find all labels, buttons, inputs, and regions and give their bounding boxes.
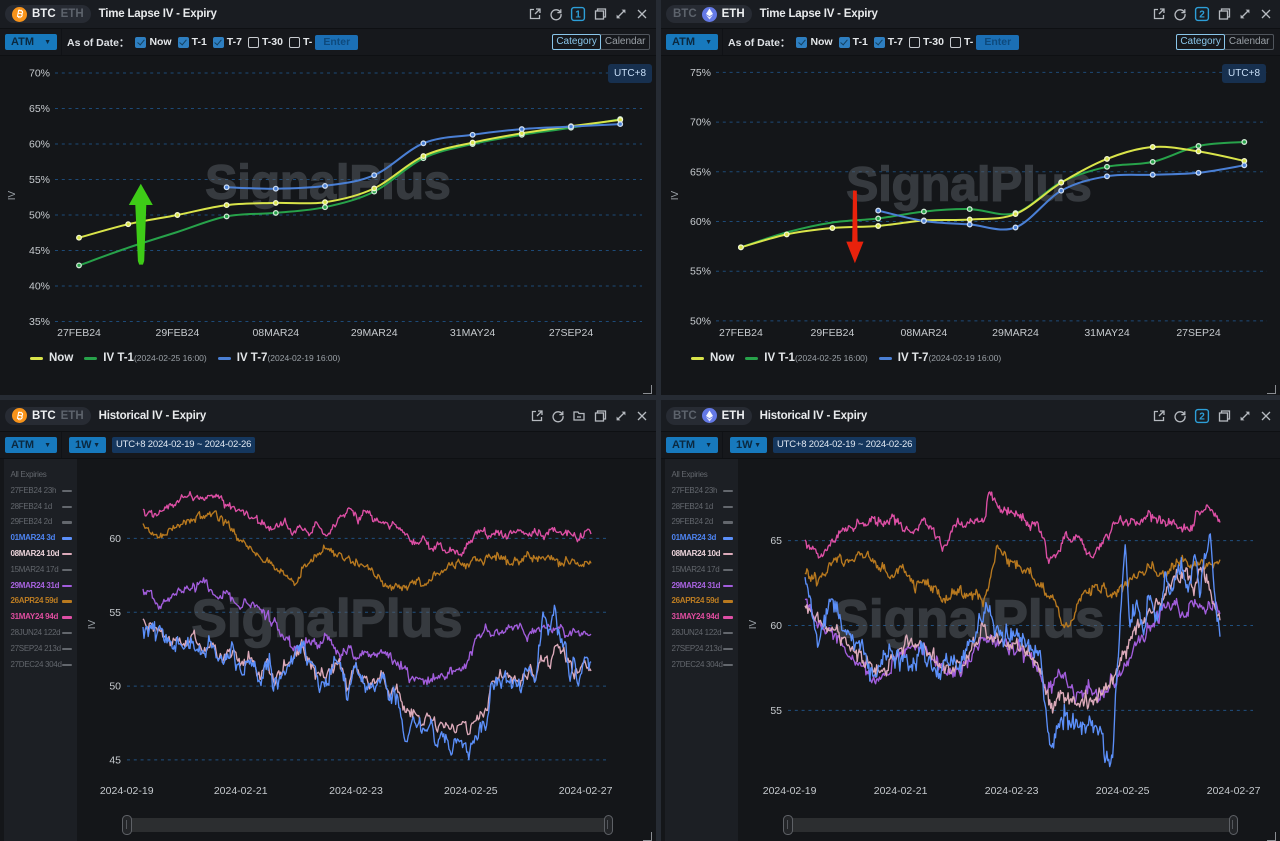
svg-text:55: 55 bbox=[770, 705, 782, 717]
svg-text:60: 60 bbox=[109, 533, 121, 545]
svg-text:70%: 70% bbox=[29, 68, 50, 80]
svg-text:60%: 60% bbox=[690, 216, 711, 228]
svg-text:65: 65 bbox=[770, 535, 782, 547]
svg-text:08MAR24: 08MAR24 bbox=[252, 327, 299, 339]
svg-text:27FEB24: 27FEB24 bbox=[719, 327, 763, 339]
svg-text:27SEP24: 27SEP24 bbox=[549, 327, 594, 339]
svg-text:65%: 65% bbox=[29, 103, 50, 115]
svg-text:2024-02-25: 2024-02-25 bbox=[444, 785, 498, 797]
svg-text:1: 1 bbox=[575, 10, 581, 21]
svg-text:55%: 55% bbox=[690, 266, 711, 278]
svg-text:29FEB24: 29FEB24 bbox=[156, 327, 200, 339]
svg-text:2024-02-23: 2024-02-23 bbox=[329, 785, 383, 797]
svg-text:45: 45 bbox=[109, 754, 121, 766]
svg-text:50: 50 bbox=[109, 681, 121, 693]
svg-text:2024-02-21: 2024-02-21 bbox=[214, 785, 268, 797]
svg-text:SignalPlus: SignalPlus bbox=[846, 159, 1091, 212]
svg-text:55%: 55% bbox=[29, 174, 50, 186]
svg-text:2024-02-19: 2024-02-19 bbox=[763, 785, 817, 797]
svg-text:2024-02-27: 2024-02-27 bbox=[1207, 785, 1261, 797]
svg-text:29MAR24: 29MAR24 bbox=[351, 327, 398, 339]
svg-text:40%: 40% bbox=[29, 281, 50, 293]
svg-text:29MAR24: 29MAR24 bbox=[992, 327, 1039, 339]
svg-text:75%: 75% bbox=[690, 67, 711, 79]
svg-text:35%: 35% bbox=[29, 316, 50, 328]
svg-text:45%: 45% bbox=[29, 245, 50, 257]
svg-text:2024-02-23: 2024-02-23 bbox=[985, 785, 1039, 797]
svg-text:08MAR24: 08MAR24 bbox=[901, 327, 948, 339]
svg-text:2: 2 bbox=[1199, 411, 1205, 422]
svg-text:50%: 50% bbox=[690, 315, 711, 327]
svg-text:60: 60 bbox=[770, 620, 782, 632]
svg-text:27SEP24: 27SEP24 bbox=[1176, 327, 1221, 339]
svg-text:60%: 60% bbox=[29, 139, 50, 151]
svg-text:65%: 65% bbox=[690, 166, 711, 178]
svg-text:2: 2 bbox=[1199, 10, 1205, 21]
svg-text:50%: 50% bbox=[29, 210, 50, 222]
svg-text:2024-02-25: 2024-02-25 bbox=[1096, 785, 1150, 797]
svg-text:2024-02-19: 2024-02-19 bbox=[100, 785, 154, 797]
svg-text:2024-02-21: 2024-02-21 bbox=[874, 785, 928, 797]
svg-text:29FEB24: 29FEB24 bbox=[811, 327, 855, 339]
svg-text:31MAY24: 31MAY24 bbox=[450, 327, 495, 339]
svg-text:2024-02-27: 2024-02-27 bbox=[559, 785, 613, 797]
svg-text:70%: 70% bbox=[690, 117, 711, 129]
svg-text:31MAY24: 31MAY24 bbox=[1084, 327, 1129, 339]
svg-text:55: 55 bbox=[109, 607, 121, 619]
svg-text:27FEB24: 27FEB24 bbox=[57, 327, 101, 339]
